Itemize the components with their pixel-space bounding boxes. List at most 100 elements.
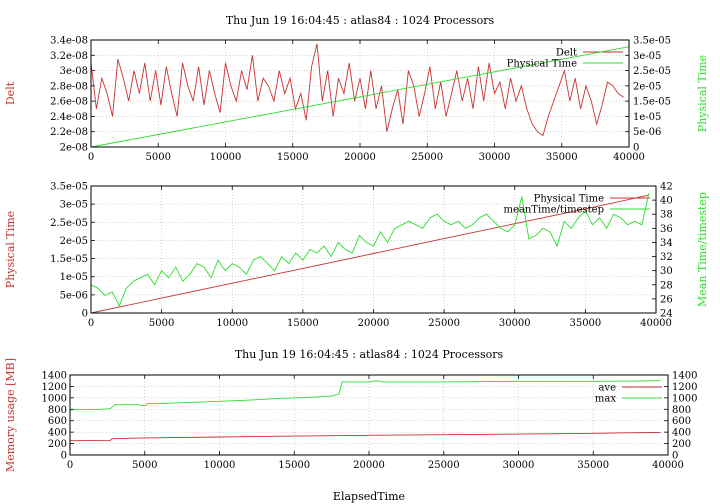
y-tick-label: 200 — [48, 439, 67, 450]
plot-frame — [90, 185, 657, 314]
y-tick-label: 2.4e-08 — [50, 112, 88, 123]
y2-tick-label: 800 — [672, 405, 691, 416]
y2-tick-label: 26 — [660, 294, 673, 305]
y2-tick-label: 2e-05 — [633, 81, 661, 92]
series-line-physical-time — [90, 194, 649, 314]
x-tick-label: 15000 — [277, 152, 309, 163]
legend-label: ave — [598, 383, 616, 394]
x-axis-label: ElapsedTime — [333, 490, 405, 503]
x-tick-label: 0 — [88, 152, 94, 163]
y2-tick-label: 5e-06 — [633, 127, 661, 138]
y-tick-label: 2.6e-08 — [50, 97, 88, 108]
x-tick-label: 35000 — [569, 318, 601, 329]
y-tick-label: 3e-05 — [60, 200, 88, 211]
legend-label: Delt — [556, 48, 577, 59]
x-tick-label: 20000 — [344, 152, 376, 163]
x-tick-label: 30000 — [499, 318, 531, 329]
x-tick-label: 20000 — [358, 318, 390, 329]
y-tick-label: 400 — [48, 428, 67, 439]
x-tick-label: 5000 — [149, 318, 174, 329]
y2-tick-label: 1200 — [672, 382, 697, 393]
y2-tick-label: 1.5e-05 — [633, 97, 671, 108]
y2-tick-label: 1400 — [672, 371, 697, 382]
y2-tick-label: 34 — [660, 238, 673, 249]
y-tick-label: 2.8e-08 — [50, 81, 88, 92]
y-axis-label: Delt — [4, 81, 17, 105]
y-tick-label: 2e-08 — [60, 143, 88, 154]
x-tick-label: 5000 — [146, 152, 171, 163]
legend-label: Physical Time — [534, 194, 604, 205]
y-tick-label: 1400 — [42, 371, 67, 382]
chart-title: Thu Jun 19 16:04:45 : atlas84 : 1024 Pro… — [226, 14, 495, 27]
y2-axis-label: Physical Time — [696, 55, 709, 132]
series-line-delt — [90, 43, 624, 137]
y2-tick-label: 2.5e-05 — [633, 66, 671, 77]
y2-tick-label: 42 — [660, 182, 673, 193]
x-tick-label: 15000 — [287, 318, 319, 329]
y2-tick-label: 600 — [672, 416, 691, 427]
plot-frame — [69, 374, 669, 456]
x-tick-label: 0 — [88, 318, 94, 329]
x-tick-label: 35000 — [546, 152, 578, 163]
series-line-physical-time — [90, 46, 630, 148]
y-tick-label: 3.5e-05 — [50, 182, 88, 193]
plot-frame — [90, 39, 630, 148]
legend-label: Physical Time — [507, 59, 577, 70]
series-line-meantime-timestep — [90, 193, 650, 307]
y-axis-label: Physical Time — [4, 211, 17, 288]
y2-tick-label: 200 — [672, 439, 691, 450]
y-tick-label: 3.4e-08 — [50, 36, 88, 47]
x-tick-label: 35000 — [577, 460, 609, 471]
chart-panel-1: 0 5000 10000 15000 20000 25000 30000 35000 40000… — [4, 14, 709, 163]
legend-label: meanTime/timestep — [503, 205, 604, 216]
series-line-max — [69, 380, 661, 411]
x-tick-label: 10000 — [216, 318, 248, 329]
y2-tick-label: 1e-05 — [633, 112, 661, 123]
x-tick-label: 25000 — [428, 318, 460, 329]
x-tick-label: 30000 — [503, 460, 535, 471]
y-tick-label: 800 — [48, 405, 67, 416]
x-tick-label: 25000 — [411, 152, 443, 163]
y-tick-label: 1.5e-05 — [50, 254, 88, 265]
y2-tick-label: 30 — [660, 266, 673, 277]
y2-tick-label: 3e-05 — [633, 51, 661, 62]
x-tick-label: 30000 — [479, 152, 511, 163]
y-tick-label: 0 — [82, 309, 88, 320]
y2-tick-label: 36 — [660, 224, 673, 235]
y-tick-label: 5e-06 — [60, 290, 88, 301]
x-tick-label: 40000 — [652, 460, 684, 471]
y2-tick-label: 3.5e-05 — [633, 36, 671, 47]
y2-tick-label: 0 — [633, 143, 639, 154]
x-tick-label: 15000 — [278, 460, 310, 471]
x-tick-label: 10000 — [204, 460, 236, 471]
y-tick-label: 2.2e-08 — [50, 127, 88, 138]
x-tick-label: 10000 — [210, 152, 242, 163]
x-tick-label: 25000 — [428, 460, 460, 471]
y-tick-label: 0 — [61, 451, 67, 462]
y-tick-label: 1000 — [42, 393, 67, 404]
y2-tick-label: 0 — [672, 451, 678, 462]
y-tick-label: 3e-08 — [60, 66, 88, 77]
x-tick-label: 40000 — [613, 152, 645, 163]
chart-panel-2: 0 5000 10000 15000 20000 25000 30000 35000 40000… — [4, 182, 709, 330]
y-tick-label: 3.2e-08 — [50, 51, 88, 62]
y2-tick-label: 24 — [660, 309, 673, 320]
y2-tick-label: 32 — [660, 252, 673, 263]
x-tick-label: 5000 — [132, 460, 157, 471]
chart-title: Thu Jun 19 16:04:45 : atlas84 : 1024 Pro… — [235, 348, 504, 361]
y2-tick-label: 1000 — [672, 393, 697, 404]
y2-tick-label: 400 — [672, 428, 691, 439]
y-tick-label: 600 — [48, 416, 67, 427]
x-tick-label: 0 — [67, 460, 73, 471]
y2-axis-label: Mean Time/timestep — [696, 192, 709, 307]
y2-tick-label: 28 — [660, 280, 673, 291]
x-tick-label: 20000 — [353, 460, 385, 471]
y2-tick-label: 40 — [660, 196, 673, 207]
y2-tick-label: 38 — [660, 210, 673, 221]
legend-label: max — [595, 394, 616, 405]
series-line-ave — [69, 431, 661, 442]
y-tick-label: 2e-05 — [60, 236, 88, 247]
y-tick-label: 1e-05 — [60, 272, 88, 283]
y-tick-label: 2.5e-05 — [50, 218, 88, 229]
